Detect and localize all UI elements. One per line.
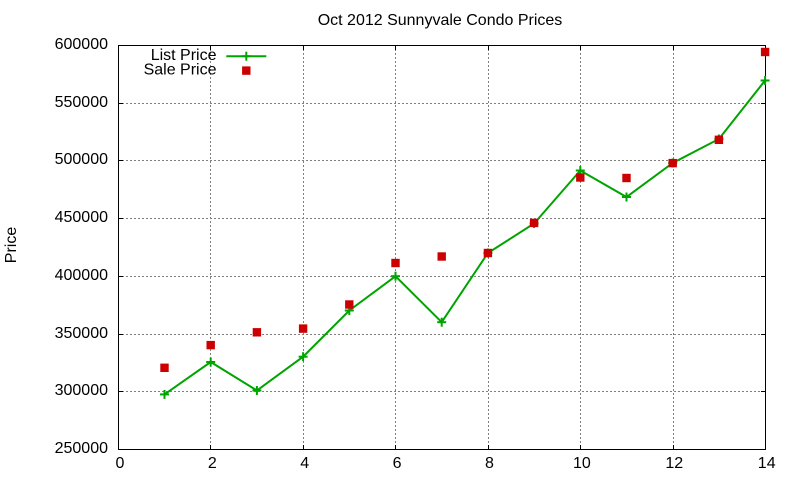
svg-text:2: 2 [208, 455, 217, 472]
svg-text:6: 6 [393, 455, 402, 472]
svg-text:250000: 250000 [55, 440, 108, 457]
svg-text:300000: 300000 [55, 382, 108, 399]
svg-text:400000: 400000 [55, 267, 108, 284]
svg-text:List Price: List Price [151, 47, 217, 64]
svg-text:Oct 2012 Sunnyvale Condo Price: Oct 2012 Sunnyvale Condo Prices [318, 12, 563, 29]
svg-text:8: 8 [485, 455, 494, 472]
svg-text:500000: 500000 [55, 151, 108, 168]
svg-text:350000: 350000 [55, 325, 108, 342]
svg-text:450000: 450000 [55, 209, 108, 226]
svg-text:12: 12 [665, 455, 683, 472]
svg-text:Sale Price: Sale Price [144, 61, 217, 78]
svg-text:550000: 550000 [55, 94, 108, 111]
svg-text:10: 10 [573, 455, 591, 472]
svg-text:Price: Price [3, 227, 20, 264]
svg-text:4: 4 [300, 455, 309, 472]
svg-text:0: 0 [115, 455, 124, 472]
svg-text:600000: 600000 [55, 36, 108, 53]
svg-text:14: 14 [758, 455, 776, 472]
